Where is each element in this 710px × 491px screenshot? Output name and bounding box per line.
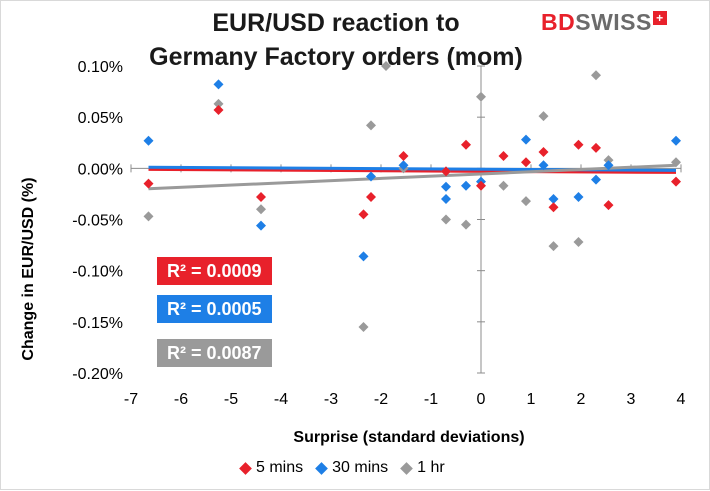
x-tick-label: 1 xyxy=(527,391,536,408)
trendline-5min xyxy=(148,167,677,174)
y-tick-label: -0.05% xyxy=(72,213,123,230)
legend-diamond-icon-5min xyxy=(239,461,252,475)
r2-label-5min: R² = 0.0009 xyxy=(157,257,272,285)
data-point-30min xyxy=(603,160,614,171)
legend-item-1hr: 1 hr xyxy=(400,459,445,477)
x-axis-title: Surprise (standard deviations) xyxy=(293,429,525,446)
data-point-1hr xyxy=(213,98,224,109)
data-point-30min xyxy=(358,251,369,262)
data-point-30min xyxy=(591,174,601,185)
x-tick-label: -6 xyxy=(174,391,188,408)
legend-label-1hr: 1 hr xyxy=(417,459,445,476)
x-tick-label: -3 xyxy=(324,391,338,408)
r2-label-30min: R² = 0.0005 xyxy=(157,295,272,323)
data-point-30min xyxy=(143,135,154,146)
data-point-1hr xyxy=(521,196,531,207)
data-point-5min xyxy=(358,209,369,220)
data-point-1hr xyxy=(358,321,369,332)
data-point-1hr xyxy=(441,214,451,225)
data-point-5min xyxy=(603,200,614,211)
trendline-1hr xyxy=(148,163,677,191)
data-point-30min xyxy=(548,194,559,205)
data-point-1hr xyxy=(498,180,509,191)
data-point-5min xyxy=(256,191,266,202)
legend-diamond-icon-30min xyxy=(315,461,328,475)
x-tick-label: -5 xyxy=(224,391,238,408)
legend-item-30min: 30 mins xyxy=(315,459,389,477)
data-point-5min xyxy=(538,146,549,157)
data-point-30min xyxy=(521,134,531,145)
data-point-1hr xyxy=(573,237,584,248)
data-point-5min xyxy=(498,151,509,162)
data-point-30min xyxy=(441,181,451,192)
data-point-5min xyxy=(441,166,451,177)
data-point-1hr xyxy=(538,111,549,122)
data-point-1hr xyxy=(256,204,266,215)
chart-title-line2: Germany Factory orders (mom) xyxy=(149,43,523,71)
data-point-5min xyxy=(461,139,471,150)
data-point-1hr xyxy=(461,219,471,230)
logo-plus-icon: + xyxy=(652,11,667,25)
bdswiss-logo: BDSWISS + xyxy=(541,9,667,36)
data-point-5min xyxy=(366,191,376,202)
data-point-5min xyxy=(476,180,486,191)
data-point-5min xyxy=(213,105,224,116)
data-point-30min xyxy=(441,194,451,205)
data-point-5min xyxy=(671,176,681,187)
x-tick-label: 4 xyxy=(677,391,686,408)
y-tick-label: -0.15% xyxy=(72,315,123,332)
data-point-5min xyxy=(591,142,601,153)
y-tick-label: -0.10% xyxy=(72,264,123,281)
data-point-5min xyxy=(573,139,584,150)
data-point-30min xyxy=(573,191,584,202)
x-tick-label: -7 xyxy=(124,391,138,408)
r2-label-1hr: R² = 0.0087 xyxy=(157,339,272,367)
logo-bd-text: BD xyxy=(541,9,576,35)
data-point-5min xyxy=(548,202,559,213)
y-tick-label: -0.20% xyxy=(72,366,123,383)
data-point-30min xyxy=(461,180,471,191)
y-axis-title: Change in EUR/USD (%) xyxy=(20,177,37,361)
r2-label-5min-text: R² = 0.0009 xyxy=(167,261,262,281)
data-point-5min xyxy=(143,178,154,189)
x-tick-label: -1 xyxy=(424,391,438,408)
data-point-1hr xyxy=(591,70,601,81)
chart-title-line1: EUR/USD reaction to xyxy=(212,9,460,37)
data-point-1hr xyxy=(143,211,154,222)
data-point-1hr xyxy=(603,155,614,166)
data-point-1hr xyxy=(548,241,559,252)
x-tick-label: -2 xyxy=(374,391,388,408)
data-point-30min xyxy=(213,79,224,90)
data-point-30min xyxy=(256,220,266,231)
data-point-30min xyxy=(671,135,681,146)
data-point-5min xyxy=(521,157,531,168)
r2-label-30min-text: R² = 0.0005 xyxy=(167,299,262,319)
legend-label-5min: 5 mins xyxy=(256,459,304,476)
r2-label-1hr-text: R² = 0.0087 xyxy=(167,343,262,363)
y-tick-label: 0.00% xyxy=(78,161,123,178)
x-tick-label: -4 xyxy=(274,391,288,408)
data-point-1hr xyxy=(381,61,391,71)
legend-label-30min: 30 mins xyxy=(332,459,389,476)
legend-diamond-icon-1hr xyxy=(400,461,414,475)
x-tick-label: 0 xyxy=(477,391,486,408)
legend-item-5min: 5 mins xyxy=(239,459,304,477)
data-point-30min xyxy=(398,160,409,171)
data-point-1hr xyxy=(476,91,486,102)
data-point-5min xyxy=(398,151,409,162)
logo-swiss-text: SWISS xyxy=(575,9,652,35)
data-point-30min xyxy=(538,160,549,171)
x-tick-label: 2 xyxy=(577,391,586,408)
legend: 5 mins 30 mins 1 hr xyxy=(239,459,445,477)
data-point-30min xyxy=(366,171,376,182)
data-point-1hr xyxy=(366,120,376,131)
data-point-1hr xyxy=(671,157,681,168)
y-tick-label: 0.10% xyxy=(78,59,123,76)
y-tick-label: 0.05% xyxy=(78,110,123,127)
x-tick-label: 3 xyxy=(627,391,636,408)
